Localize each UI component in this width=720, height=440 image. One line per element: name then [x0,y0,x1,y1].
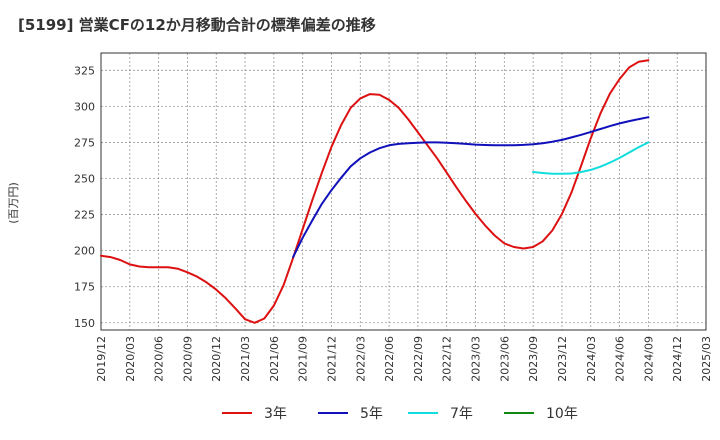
x-tick-label: 2021/12 [325,336,338,382]
x-tick-label: 2021/09 [297,336,310,382]
x-tick-label: 2020/03 [124,336,137,382]
x-tick-label: 2022/06 [383,336,396,382]
legend-label: 5年 [360,406,383,422]
x-tick-label: 2021/03 [239,336,252,382]
legend-label: 7年 [450,406,473,422]
x-tick-label: 2023/12 [556,336,569,382]
y-axis-label: (百万円) [7,182,20,224]
y-axis-ticks: 150 175 200 225 250 275 300 325 [74,64,95,329]
legend-label: 3年 [264,406,287,422]
x-tick-label: 2022/12 [441,336,454,382]
y-tick-label: 225 [74,209,95,222]
x-tick-label: 2022/09 [412,336,425,382]
x-tick-label: 2024/12 [671,336,684,382]
y-tick-label: 325 [74,64,95,77]
y-tick-label: 150 [74,317,95,330]
x-tick-label: 2025/03 [700,336,713,382]
y-tick-label: 250 [74,173,95,186]
y-tick-label: 300 [74,100,95,113]
x-tick-label: 2020/09 [181,336,194,382]
x-tick-label: 2024/03 [585,336,598,382]
x-tick-label: 2023/03 [470,336,483,382]
x-tick-label: 2020/12 [210,336,223,382]
chart-title: [5199] 営業CFの12か月移動合計の標準偏差の推移 [18,16,376,34]
x-tick-label: 2021/06 [268,336,281,382]
y-tick-label: 175 [74,281,95,294]
x-tick-label: 2023/06 [498,336,511,382]
x-tick-label: 2020/06 [153,336,166,382]
series-line [100,59,650,324]
series-layer [100,59,650,324]
x-tick-label: 2022/03 [354,336,367,382]
plot-frame [100,52,707,331]
y-tick-label: 200 [74,245,95,258]
series-line [532,141,650,175]
legend-label: 10年 [546,406,578,422]
grid-layer [100,53,707,330]
x-axis-ticks: 2019/12 2020/03 2020/06 2020/09 2020/12 2021/… [95,336,713,382]
legend: 3年 5年 7年 10年 [222,406,578,422]
series-line [292,116,650,259]
x-tick-label: 2024/06 [614,336,627,382]
x-tick-label: 2023/09 [527,336,540,382]
plot-area [101,53,706,330]
x-tick-label: 2024/09 [642,336,655,382]
x-tick-label: 2019/12 [95,336,108,382]
y-tick-label: 275 [74,136,95,149]
